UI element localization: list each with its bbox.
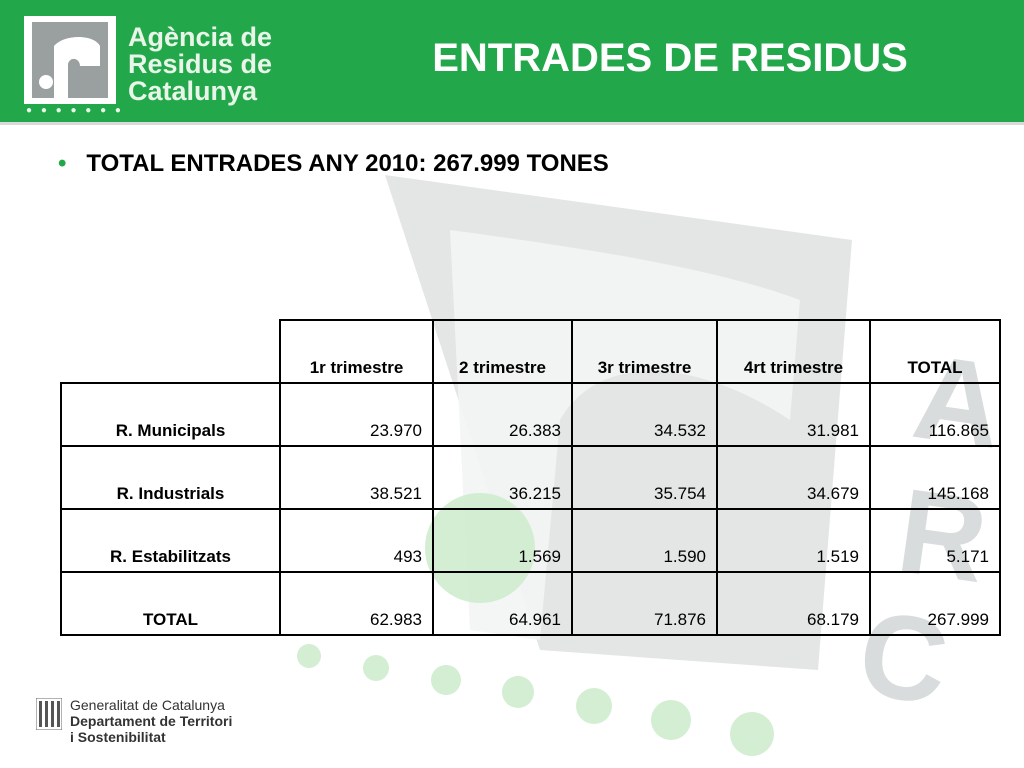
bullet-icon: • [58,150,67,177]
logo-line: Agència de [128,22,273,52]
table-row-total: TOTAL 62.983 64.961 71.876 68.179 267.99… [60,571,1001,636]
watermark-dot [502,676,534,708]
watermark-dot [576,688,612,724]
header-bar: ● ● ● ● ● ● ● Agència de Residus de Cata… [0,0,1024,125]
table-cell: 62.983 [279,571,434,636]
column-header: 4rt trimestre [716,319,871,384]
logo-dots: ● ● ● ● ● ● ● [26,105,124,116]
table-cell: 34.532 [571,382,718,447]
watermark-dot [651,700,691,740]
table-cell: 36.215 [432,445,573,510]
table-cell: 493 [279,508,434,573]
table-cell: 1.519 [716,508,871,573]
column-header: 2 trimestre [432,319,573,384]
row-label: TOTAL [60,571,281,636]
watermark-dot [431,665,461,695]
table-cell: 38.521 [279,445,434,510]
logo-line: Catalunya [128,76,258,106]
table-cell: 68.179 [716,571,871,636]
table-cell: 145.168 [869,445,1001,510]
footer-text: Generalitat de Catalunya Departament de … [70,697,232,745]
table-cell: 35.754 [571,445,718,510]
table-header-row: 1r trimestre 2 trimestre 3r trimestre 4r… [61,319,1001,384]
row-label: R. Industrials [60,445,281,510]
row-label: R. Municipals [60,382,281,447]
table-cell: 31.981 [716,382,871,447]
column-header: TOTAL [869,319,1001,384]
table-row: R. Industrials 38.521 36.215 35.754 34.6… [60,445,1001,510]
total-bullet: • TOTAL ENTRADES ANY 2010: 267.999 TONES [58,150,609,178]
footer-line: Departament de Territori [70,713,233,729]
watermark-dot [297,644,321,668]
table-cell: 5.171 [869,508,1001,573]
table-cell: 34.679 [716,445,871,510]
page-title: ENTRADES DE RESIDUS [432,36,908,80]
footer-line: i Sostenibilitat [70,729,166,745]
table-cell: 116.865 [869,382,1001,447]
column-header: 3r trimestre [571,319,718,384]
table-cell: 64.961 [432,571,573,636]
generalitat-icon [36,698,62,730]
watermark-dot [363,655,389,681]
table-corner-cell [61,320,281,384]
table-row: R. Municipals 23.970 26.383 34.532 31.98… [60,382,1001,447]
waste-entries-table: 1r trimestre 2 trimestre 3r trimestre 4r… [60,319,1001,636]
table-cell: 23.970 [279,382,434,447]
table-cell: 26.383 [432,382,573,447]
table-row: R. Estabilitzats 493 1.569 1.590 1.519 5… [60,508,1001,573]
column-header: 1r trimestre [279,319,434,384]
arc-logo-icon [24,16,116,104]
agency-logo-text: Agència de Residus de Catalunya [128,24,272,105]
table-cell: 1.590 [571,508,718,573]
footer-line: Generalitat de Catalunya [70,697,225,713]
table-cell: 267.999 [869,571,1001,636]
table-cell: 1.569 [432,508,573,573]
table-cell: 71.876 [571,571,718,636]
row-label: R. Estabilitzats [60,508,281,573]
logo-line: Residus de [128,49,273,79]
bullet-text: TOTAL ENTRADES ANY 2010: 267.999 TONES [86,150,609,177]
watermark-dot [730,712,774,756]
